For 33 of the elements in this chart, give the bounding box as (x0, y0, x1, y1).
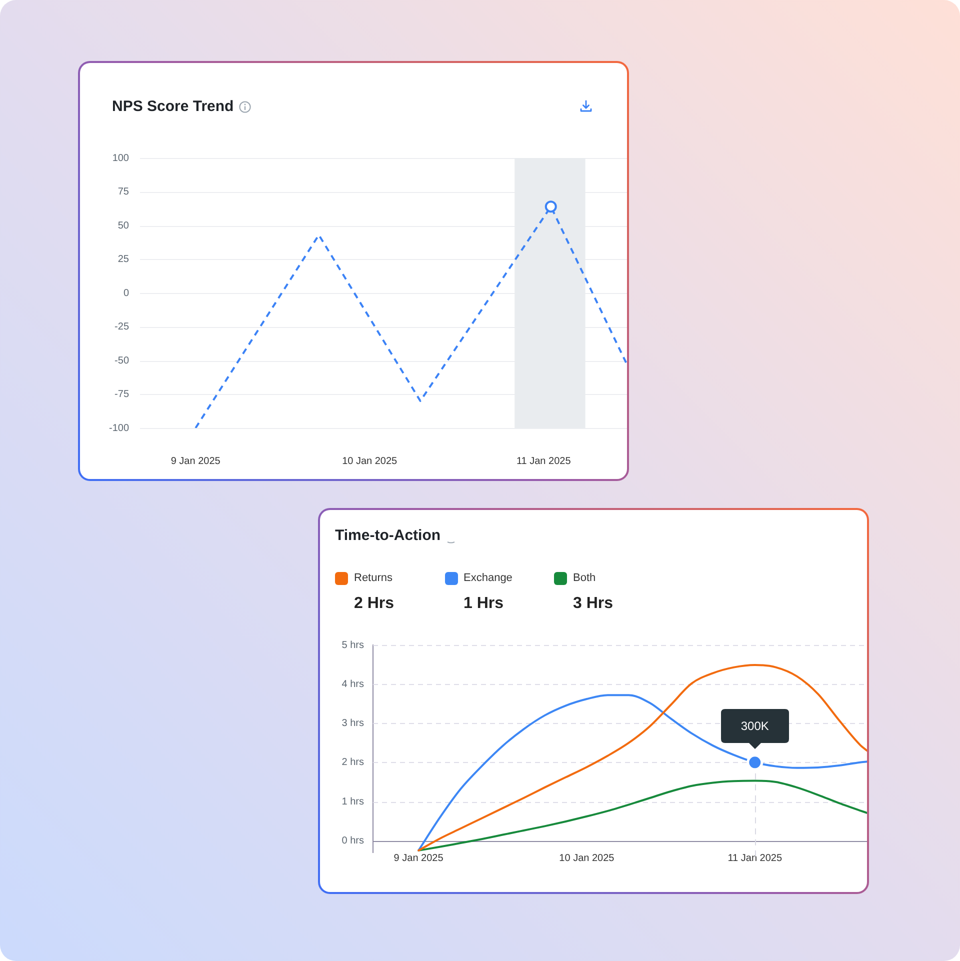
y-tick-label: -50 (114, 355, 130, 366)
y-tick-label: 3 hrs (342, 718, 364, 730)
y-tick-label: 2 hrs (342, 757, 364, 768)
y-tick-label: 0 hrs (342, 835, 364, 846)
y-tick-label: -75 (114, 389, 130, 400)
y-tick-label: 4 hrs (342, 678, 364, 690)
x-tick-label: 11 Jan 2025 (728, 853, 782, 864)
line-series (418, 664, 867, 852)
legend-label: Exchange (464, 572, 512, 584)
chart-title: Time-to-Action (335, 527, 441, 545)
y-tick-label: -100 (108, 422, 130, 434)
y-tick-label: 25 (118, 254, 130, 265)
y-tick-label: 100 (112, 152, 130, 164)
annotation: 300K (740, 718, 770, 736)
x-tick-label: 10 Jan 2025 (559, 853, 615, 864)
line-series (418, 694, 867, 852)
text: 1 Hrs (462, 595, 505, 613)
x-tick-label: 9 Jan 2025 (170, 456, 221, 467)
legend-label: Returns (354, 572, 393, 584)
y-tick-label: 1 hrs (342, 796, 364, 808)
y-tick-label: 75 (118, 186, 130, 198)
chart-title: NPS Score Trend (112, 98, 234, 116)
text: 2 Hrs (353, 595, 396, 613)
x-tick-label: 11 Jan 2025 (516, 456, 572, 467)
x-tick-label: 9 Jan 2025 (394, 853, 444, 864)
line-series (418, 780, 867, 852)
x-tick-label: 10 Jan 2025 (342, 456, 398, 467)
y-tick-label: -25 (114, 322, 130, 332)
y-tick-label: 50 (118, 220, 130, 232)
y-tick-label: 5 hrs (342, 640, 364, 651)
text: 3 Hrs (572, 595, 614, 613)
y-tick-label: 0 (123, 288, 130, 299)
legend-label: Both (573, 572, 596, 584)
